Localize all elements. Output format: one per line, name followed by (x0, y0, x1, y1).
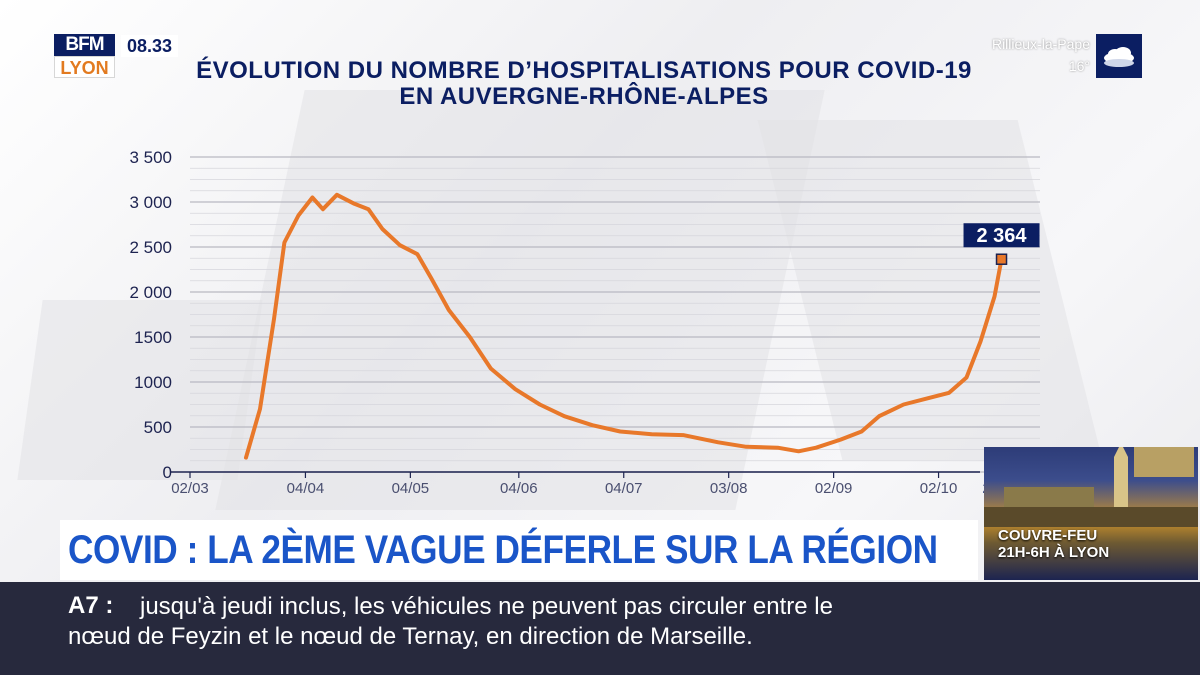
chart-title-line1: ÉVOLUTION DU NOMBRE D’HOSPITALISATIONS P… (196, 57, 972, 84)
clock: 08.33 (121, 35, 179, 57)
y-tick-label: 500 (144, 418, 172, 437)
logo-bottom-text: LYON (54, 56, 115, 78)
church-illustration (984, 447, 1198, 527)
logo-top-text: BFM (54, 34, 115, 56)
x-tick-label: 02/10 (920, 480, 958, 497)
ticker-tag: A7 : (68, 592, 114, 619)
x-tick-label: 02/03 (171, 480, 209, 497)
headline-text: COVID : LA 2ÈME VAGUE DÉFERLE SUR LA RÉG… (68, 528, 938, 572)
series-line-hospitalisations (244, 192, 1004, 460)
y-tick-label: 3 000 (129, 193, 172, 212)
thumbnail-label: COUVRE-FEU 21H-6H À LYON (984, 527, 1198, 561)
chart-title: ÉVOLUTION DU NOMBRE D’HOSPITALISATIONS P… (124, 58, 1044, 110)
weather-widget (1096, 34, 1142, 78)
cloud-icon (1104, 47, 1134, 67)
y-tick-label: 2 500 (129, 238, 172, 257)
ticker-line2: nœud de Feyzin et le nœud de Ternay, en … (68, 623, 753, 650)
last-point-marker (995, 253, 1008, 265)
headline-bar (60, 520, 978, 580)
ticker-line1: jusqu'à jeudi inclus, les véhicules ne p… (140, 593, 833, 620)
x-tick-label: 04/06 (500, 480, 538, 497)
last-value-badge (963, 223, 1040, 248)
x-tick-label: 04/07 (605, 480, 643, 497)
weather-city: Rillieux-la-Pape (991, 36, 1090, 52)
y-tick-label: 1500 (134, 328, 172, 347)
x-tick-label: 04/04 (287, 480, 325, 497)
x-tick-label: 04/05 (392, 480, 430, 497)
thumbnail-line1: COUVRE-FEU (998, 527, 1098, 544)
y-tick-label: 3 500 (129, 148, 172, 167)
last-value-label: 2 364 (976, 225, 1027, 247)
y-tick-label: 1000 (134, 373, 172, 392)
news-ticker (0, 582, 1200, 675)
thumbnail-line2: 21H-6H À LYON (998, 544, 1110, 561)
chart-title-line2: EN AUVERGNE-RHÔNE-ALPES (399, 83, 769, 110)
channel-logo: BFM LYON (54, 34, 115, 79)
y-tick-label: 2 000 (129, 283, 172, 302)
y-tick-label: 0 (163, 463, 172, 482)
x-tick-label: 02/09 (815, 480, 853, 497)
x-tick-label: 03/08 (710, 480, 748, 497)
thumbnail-curfew[interactable]: COUVRE-FEU 21H-6H À LYON (984, 447, 1198, 580)
weather-temp: 16° (1068, 58, 1090, 74)
